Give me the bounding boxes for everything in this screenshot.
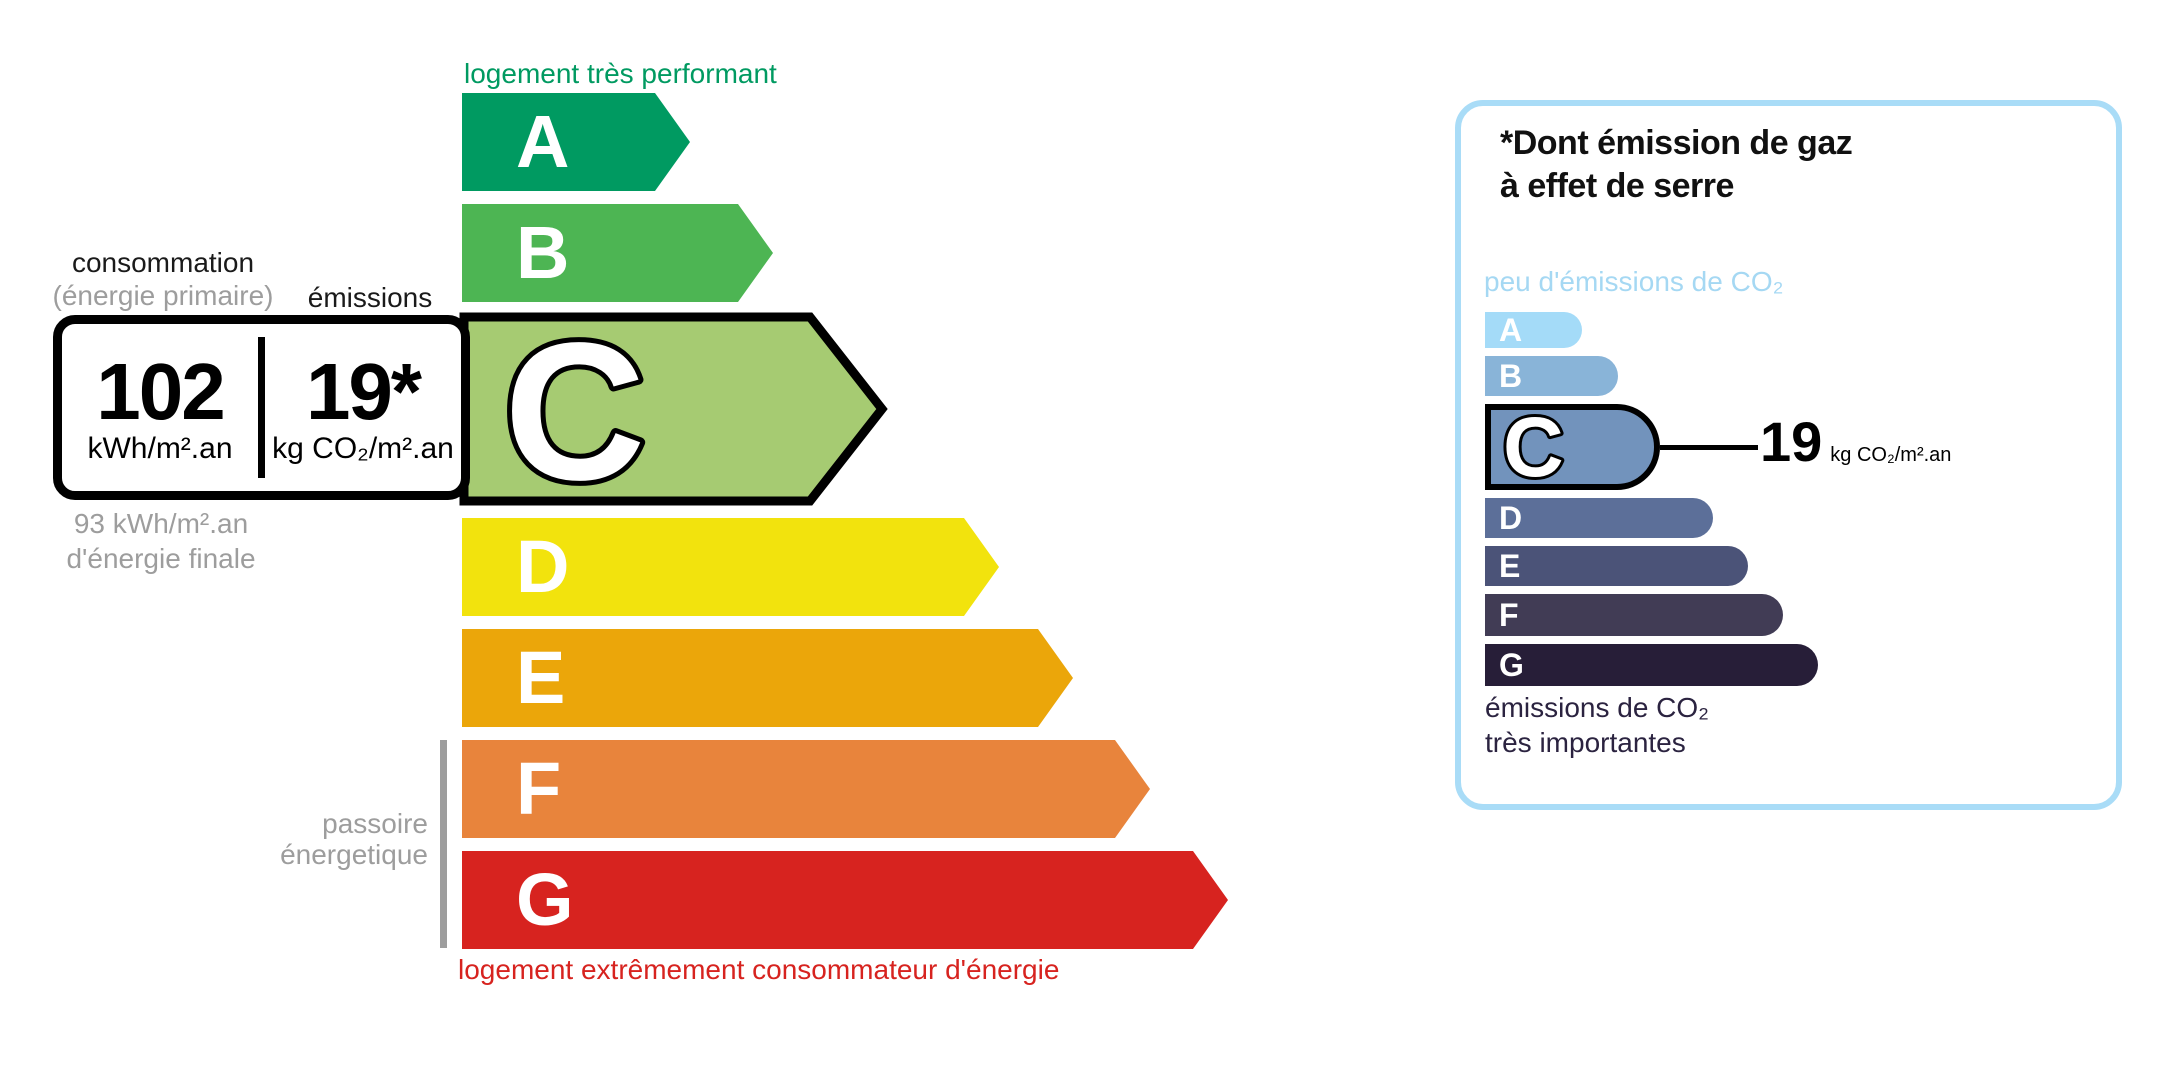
emissions-header: émissions: [307, 282, 433, 313]
sieve-label-line2: énergetique: [280, 839, 428, 870]
co2-grade-letter-b: B: [1499, 358, 1523, 394]
values-box: 102 kWh/m².an 19* kg CO₂/m².an: [53, 315, 470, 500]
co2-value: 19: [1760, 410, 1823, 473]
energy-bar-c-selected: C: [459, 311, 888, 507]
co2-grade-letter-g: G: [1499, 647, 1524, 683]
consumption-header-label: consommation: [71, 247, 255, 278]
final-energy-note: 93 kWh/m².an d'énergie finale: [41, 506, 281, 576]
co2-bar-b: B: [1485, 356, 1618, 396]
co2-bar-f: F: [1485, 594, 1783, 636]
final-energy-caption: d'énergie finale: [66, 543, 256, 574]
co2-panel-title-line2: à effet de serre: [1500, 167, 1734, 205]
sieve-label-line1: passoire: [322, 808, 428, 839]
consumption-cell: 102 kWh/m².an: [62, 324, 258, 491]
grade-letter-a: A: [516, 100, 570, 183]
consumption-header-sublabel: (énergie primaire): [52, 280, 274, 311]
consumption-value: 102: [96, 346, 225, 436]
energy-bar-b: B: [462, 204, 773, 302]
grade-letter-d: D: [516, 525, 570, 608]
co2-bar-a: A: [1485, 312, 1582, 348]
co2-grade-letter-e: E: [1499, 548, 1521, 584]
co2-grade-letter-d: D: [1499, 500, 1523, 536]
co2-high-label-line2: très importantes: [1485, 727, 1686, 758]
co2-value-group: 19 kg CO₂/m².an: [1760, 414, 1951, 470]
energy-bar-a: A: [462, 93, 690, 191]
co2-value-connector-line: [1660, 445, 1758, 450]
grade-letter-b: B: [516, 211, 570, 294]
energy-bar-f: F: [462, 740, 1150, 838]
co2-panel-title: *Dont émission de gaz à effet de serre: [1500, 122, 1853, 208]
grade-letter-g: G: [516, 858, 574, 941]
emissions-value: 19*: [305, 346, 422, 436]
co2-bar-d: D: [1485, 498, 1713, 538]
grade-letter-f: F: [516, 747, 562, 830]
consumption-header: consommation (énergie primaire): [33, 246, 293, 312]
energy-bar-d: D: [462, 518, 999, 616]
co2-high-label: émissions de CO₂ très importantes: [1485, 690, 1709, 760]
energy-bar-e: E: [462, 629, 1073, 727]
co2-high-label-line1: émissions de CO₂: [1485, 692, 1710, 723]
grade-letter-e: E: [516, 636, 566, 719]
worst-performance-label: logement extrêmement consommateur d'éner…: [458, 954, 1060, 985]
co2-emissions-panel: *Dont émission de gaz à effet de serre p…: [1455, 100, 2122, 810]
consumption-unit: kWh/m².an: [87, 431, 233, 465]
co2-low-label: peu d'émissions de CO₂: [1484, 266, 1784, 297]
sieve-bracket-bar: [440, 740, 447, 948]
energy-bar-g: G: [462, 851, 1228, 949]
co2-bar-g: G: [1485, 644, 1818, 686]
emissions-cell: 19* kg CO₂/m².an: [265, 324, 461, 491]
co2-bar-c-selected: C: [1485, 404, 1660, 490]
co2-bar-e: E: [1485, 546, 1748, 586]
co2-panel-title-line1: *Dont émission de gaz: [1500, 124, 1853, 162]
grade-letter-c: C: [504, 311, 646, 507]
co2-grade-letter-a: A: [1499, 312, 1523, 348]
emissions-unit: kg CO₂/m².an: [272, 431, 454, 465]
values-divider: [258, 337, 265, 478]
energy-sieve-label: passoire énergetique: [200, 808, 428, 870]
final-energy-value: 93 kWh/m².an: [73, 508, 249, 539]
best-performance-label: logement très performant: [464, 58, 777, 89]
co2-grade-letter-f: F: [1499, 597, 1519, 633]
co2-value-unit: kg CO₂/m².an: [1830, 444, 1952, 466]
co2-grade-letter-c: C: [1503, 404, 1564, 490]
